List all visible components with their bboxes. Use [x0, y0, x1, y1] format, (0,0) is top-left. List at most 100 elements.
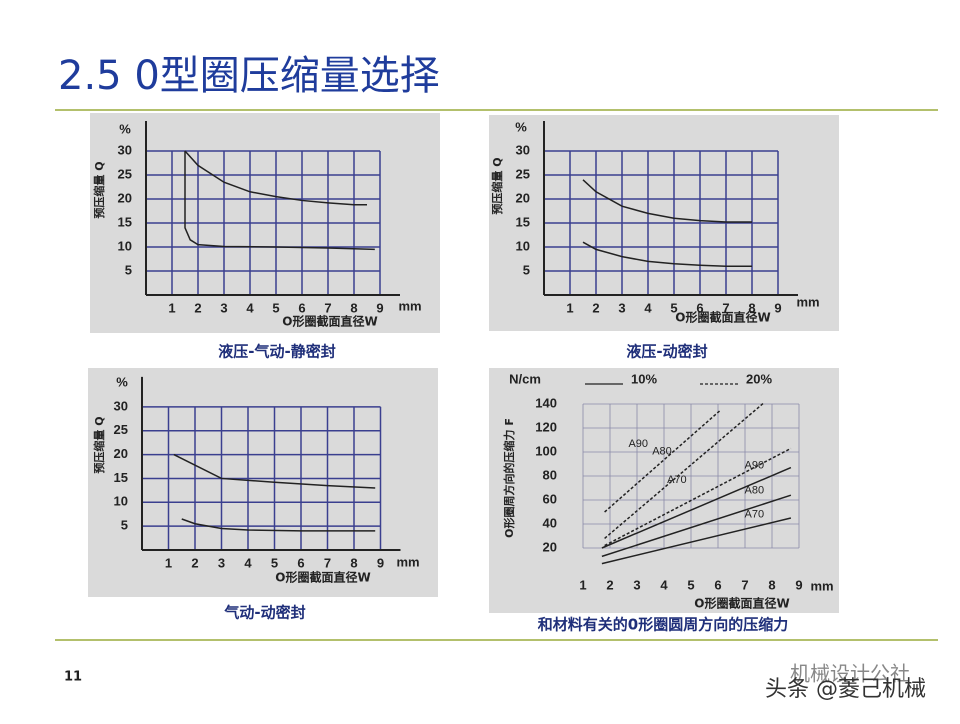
y-tick-label: 25 — [114, 422, 128, 437]
line-label: A90 — [745, 460, 765, 472]
y-axis-label: O形圈周方向的压缩力 F — [502, 418, 516, 538]
x-tick-label: 3 — [633, 577, 640, 592]
x-axis-label: O形圈截面直径W — [282, 314, 377, 329]
x-tick-label: 7 — [722, 300, 729, 315]
x-axis-label: O形圈截面直径W — [675, 310, 770, 325]
y-axis-label: 预压缩量 Q — [490, 157, 504, 214]
y-tick-label: 15 — [114, 470, 128, 485]
x-tick-label: 4 — [660, 577, 668, 592]
data-line — [601, 466, 792, 549]
line-label: A70 — [667, 474, 687, 486]
y-tick-label: 5 — [125, 262, 132, 277]
y-tick-label: 30 — [516, 142, 530, 157]
x-unit: mm — [398, 298, 421, 313]
x-tick-label: 8 — [350, 300, 357, 315]
data-line — [604, 447, 792, 547]
x-tick-label: 1 — [579, 577, 586, 592]
y-tick-label: 25 — [516, 166, 530, 181]
data-line — [601, 517, 792, 565]
chart-caption: 气动-动密封 — [223, 604, 305, 622]
y-tick-label: 5 — [121, 518, 128, 533]
line-label: A70 — [745, 509, 765, 521]
y-tick-label: 30 — [114, 398, 128, 413]
y-tick-label: 20 — [516, 190, 530, 205]
x-tick-label: 5 — [271, 555, 278, 570]
chart-caption: 和材料有关的0形圈圆周方向的压缩力 — [538, 616, 788, 634]
y-unit: N/cm — [509, 371, 541, 386]
x-tick-label: 7 — [741, 577, 748, 592]
x-tick-label: 8 — [350, 555, 357, 570]
data-line — [184, 150, 367, 206]
y-tick-label: 25 — [118, 166, 132, 181]
x-unit: mm — [796, 294, 819, 309]
x-unit: mm — [810, 578, 833, 593]
x-tick-label: 1 — [566, 300, 573, 315]
y-tick-label: 100 — [535, 443, 557, 458]
x-tick-label: 7 — [324, 300, 331, 315]
line-label: A90 — [628, 438, 648, 450]
y-tick-label: 120 — [535, 419, 557, 434]
x-tick-label: 6 — [696, 300, 703, 315]
y-tick-label: 15 — [516, 214, 530, 229]
watermark: 头条 @菱己机械 — [765, 677, 926, 702]
y-tick-label: 10 — [118, 238, 132, 253]
y-tick-label: 10 — [114, 494, 128, 509]
x-tick-label: 7 — [324, 555, 331, 570]
y-tick-label: 20 — [118, 190, 132, 205]
y-tick-label: 15 — [118, 214, 132, 229]
y-axis-label: 预压缩量 Q — [92, 416, 106, 473]
x-tick-label: 9 — [376, 300, 383, 315]
x-tick-label: 4 — [246, 300, 254, 315]
data-line — [582, 241, 752, 267]
y-tick-label: 10 — [516, 238, 530, 253]
x-tick-label: 9 — [377, 555, 384, 570]
y-axis-label: 预压缩量 Q — [92, 161, 106, 218]
y-tick-label: 80 — [543, 467, 557, 482]
page-number: 11 — [64, 670, 82, 685]
x-tick-label: 2 — [194, 300, 201, 315]
x-tick-label: 8 — [748, 300, 755, 315]
data-line — [173, 453, 376, 489]
x-tick-label: 3 — [218, 555, 225, 570]
x-tick-label: 6 — [297, 555, 304, 570]
data-line — [601, 494, 792, 558]
x-tick-label: 9 — [774, 300, 781, 315]
watermark: 机械设计公社 — [790, 662, 910, 686]
y-tick-label: 60 — [543, 491, 557, 506]
x-tick-label: 2 — [606, 577, 613, 592]
x-tick-label: 5 — [670, 300, 677, 315]
x-tick-label: 6 — [714, 577, 721, 592]
y-unit: % — [119, 121, 131, 136]
data-line — [582, 179, 752, 223]
y-unit: % — [116, 374, 128, 389]
y-unit: % — [515, 119, 527, 134]
line-label: A80 — [745, 484, 765, 496]
x-tick-label: 6 — [298, 300, 305, 315]
x-tick-label: 1 — [165, 555, 172, 570]
x-tick-label: 5 — [687, 577, 694, 592]
data-line — [604, 409, 722, 513]
x-tick-label: 3 — [618, 300, 625, 315]
legend-label: 20% — [746, 371, 772, 386]
chart-caption: 液压-动密封 — [626, 343, 707, 361]
slide-title: 2.5 0型圈压缩量选择 — [58, 53, 440, 99]
x-tick-label: 5 — [272, 300, 279, 315]
x-tick-label: 3 — [220, 300, 227, 315]
y-tick-label: 140 — [535, 395, 557, 410]
x-tick-label: 4 — [644, 300, 652, 315]
x-axis-label: O形圈截面直径W — [275, 570, 370, 585]
y-tick-label: 20 — [114, 446, 128, 461]
data-line — [184, 151, 375, 251]
legend-label: 10% — [631, 371, 657, 386]
x-tick-label: 8 — [768, 577, 775, 592]
x-axis-label: O形圈截面直径W — [694, 596, 789, 611]
x-tick-label: 1 — [168, 300, 175, 315]
x-tick-label: 2 — [191, 555, 198, 570]
x-tick-label: 9 — [795, 577, 802, 592]
panel — [88, 368, 438, 597]
y-tick-label: 40 — [543, 515, 557, 530]
data-line — [181, 518, 376, 532]
x-unit: mm — [396, 554, 419, 569]
line-label: A80 — [652, 446, 672, 458]
